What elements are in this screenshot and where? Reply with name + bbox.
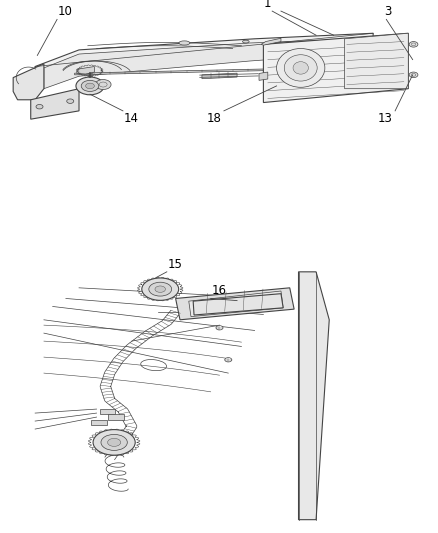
Circle shape (95, 79, 111, 90)
Circle shape (67, 99, 74, 103)
Polygon shape (31, 88, 79, 119)
Text: 13: 13 (377, 112, 392, 125)
Circle shape (141, 278, 178, 301)
Circle shape (408, 72, 417, 78)
Circle shape (81, 80, 99, 92)
Text: 14: 14 (124, 112, 138, 125)
Polygon shape (44, 39, 364, 88)
Circle shape (101, 434, 127, 450)
Text: 15: 15 (168, 259, 183, 271)
Ellipse shape (284, 55, 316, 81)
Circle shape (224, 358, 231, 362)
Circle shape (107, 438, 120, 447)
Polygon shape (261, 38, 280, 45)
Text: 18: 18 (206, 112, 221, 125)
Ellipse shape (242, 40, 249, 43)
Polygon shape (344, 33, 407, 88)
Bar (91, 420, 106, 425)
Polygon shape (188, 291, 283, 317)
Polygon shape (193, 294, 283, 315)
Circle shape (93, 430, 135, 455)
Polygon shape (35, 33, 372, 88)
Circle shape (155, 286, 165, 292)
Circle shape (215, 326, 223, 330)
Ellipse shape (179, 41, 189, 45)
Polygon shape (175, 288, 293, 320)
Text: 16: 16 (212, 284, 226, 297)
Polygon shape (77, 67, 94, 74)
Text: 1: 1 (263, 0, 271, 10)
Ellipse shape (276, 49, 324, 87)
Circle shape (148, 282, 171, 296)
Bar (108, 415, 124, 420)
Circle shape (408, 42, 417, 47)
Circle shape (85, 83, 94, 88)
Polygon shape (74, 69, 263, 75)
Polygon shape (13, 64, 44, 100)
Text: 3: 3 (383, 5, 391, 18)
Bar (99, 409, 115, 415)
Text: 10: 10 (58, 5, 73, 18)
Polygon shape (298, 272, 328, 520)
Polygon shape (258, 72, 267, 80)
Polygon shape (201, 73, 237, 79)
Circle shape (76, 77, 104, 95)
Polygon shape (263, 33, 407, 102)
Ellipse shape (293, 62, 307, 74)
Circle shape (36, 104, 43, 109)
